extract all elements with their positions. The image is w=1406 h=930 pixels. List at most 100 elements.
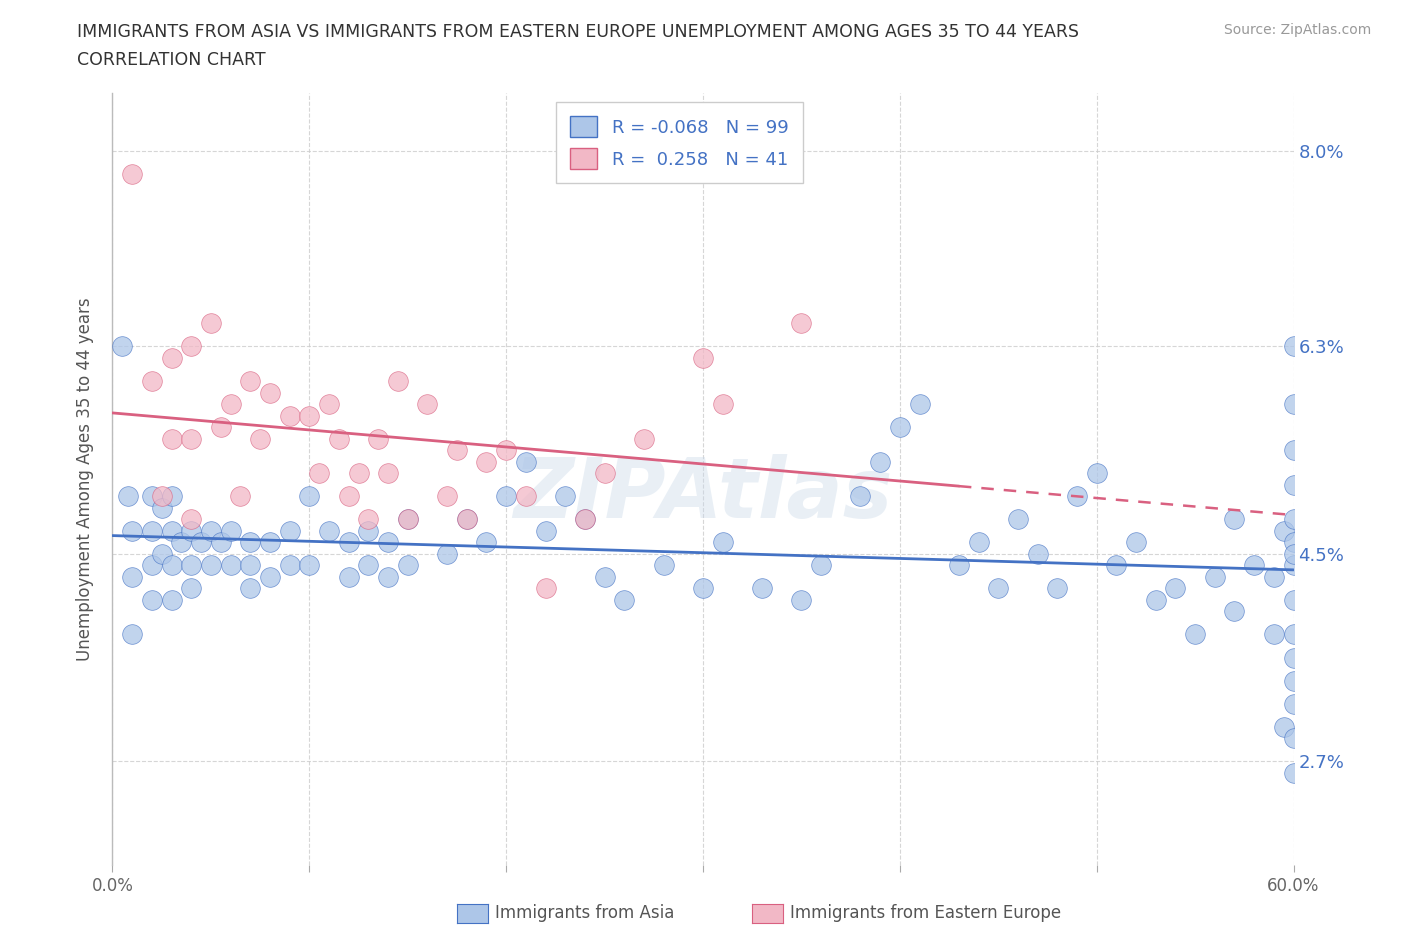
Point <box>967 535 990 550</box>
Point <box>121 569 143 584</box>
Point <box>318 524 340 538</box>
Point <box>180 339 202 354</box>
Point <box>219 396 242 411</box>
Point <box>475 535 498 550</box>
Point <box>170 535 193 550</box>
Point <box>298 558 321 573</box>
Point <box>1263 569 1285 584</box>
Point <box>200 316 222 331</box>
Point <box>1243 558 1265 573</box>
Point <box>229 489 252 504</box>
Point <box>239 581 262 596</box>
Text: CORRELATION CHART: CORRELATION CHART <box>77 51 266 69</box>
Point <box>495 443 517 458</box>
Point <box>180 558 202 573</box>
Point <box>180 512 202 526</box>
Point <box>987 581 1010 596</box>
Point <box>446 443 468 458</box>
Point <box>200 558 222 573</box>
Text: Immigrants from Asia: Immigrants from Asia <box>495 904 675 923</box>
Point <box>180 432 202 446</box>
Point <box>1282 558 1305 573</box>
Point <box>160 432 183 446</box>
Point <box>377 466 399 481</box>
Point <box>869 454 891 469</box>
Point <box>121 166 143 181</box>
Point <box>160 351 183 365</box>
Point <box>1085 466 1108 481</box>
Point <box>849 489 872 504</box>
Point <box>534 524 557 538</box>
Point <box>1223 512 1246 526</box>
Point <box>141 524 163 538</box>
Point <box>328 432 350 446</box>
Point <box>1282 697 1305 711</box>
Point <box>141 489 163 504</box>
Point <box>111 339 134 354</box>
Point <box>160 558 183 573</box>
Point <box>1144 592 1167 607</box>
Point <box>219 524 242 538</box>
Point <box>1282 535 1305 550</box>
Point <box>259 385 281 400</box>
Point <box>1164 581 1187 596</box>
Point <box>1282 443 1305 458</box>
Point <box>574 512 596 526</box>
Point <box>150 500 173 515</box>
Point <box>396 558 419 573</box>
Point <box>554 489 576 504</box>
Point <box>515 489 537 504</box>
Text: Source: ZipAtlas.com: Source: ZipAtlas.com <box>1223 23 1371 37</box>
Point <box>515 454 537 469</box>
Point <box>436 547 458 562</box>
Text: IMMIGRANTS FROM ASIA VS IMMIGRANTS FROM EASTERN EUROPE UNEMPLOYMENT AMONG AGES 3: IMMIGRANTS FROM ASIA VS IMMIGRANTS FROM … <box>77 23 1080 41</box>
Point <box>948 558 970 573</box>
Point <box>121 524 143 538</box>
Point <box>190 535 212 550</box>
Point <box>711 535 734 550</box>
Point <box>1066 489 1088 504</box>
Point <box>1007 512 1029 526</box>
Point <box>692 351 714 365</box>
Point <box>1204 569 1226 584</box>
Point <box>1282 547 1305 562</box>
Point <box>1223 604 1246 618</box>
Point <box>1282 765 1305 780</box>
Point <box>337 489 360 504</box>
Point <box>495 489 517 504</box>
Point <box>160 524 183 538</box>
Point <box>416 396 439 411</box>
Point <box>141 374 163 389</box>
Point <box>475 454 498 469</box>
Point <box>239 535 262 550</box>
Point <box>396 512 419 526</box>
Point <box>141 558 163 573</box>
Point <box>239 558 262 573</box>
Point <box>337 535 360 550</box>
Point <box>790 316 813 331</box>
Point <box>387 374 409 389</box>
Point <box>259 569 281 584</box>
Point <box>652 558 675 573</box>
Point <box>1125 535 1147 550</box>
Point <box>278 558 301 573</box>
Point <box>367 432 389 446</box>
Point <box>357 558 380 573</box>
Point <box>751 581 773 596</box>
Text: ZIPAtlas: ZIPAtlas <box>513 454 893 535</box>
Point <box>1282 673 1305 688</box>
Point <box>121 627 143 642</box>
Point <box>160 592 183 607</box>
Point <box>692 581 714 596</box>
Point <box>456 512 478 526</box>
Point <box>1272 524 1295 538</box>
Point <box>318 396 340 411</box>
Point <box>1046 581 1069 596</box>
Point <box>889 419 911 434</box>
Point <box>298 408 321 423</box>
Point <box>1282 592 1305 607</box>
Point <box>298 489 321 504</box>
Point <box>593 569 616 584</box>
Point <box>1282 339 1305 354</box>
Point <box>239 374 262 389</box>
